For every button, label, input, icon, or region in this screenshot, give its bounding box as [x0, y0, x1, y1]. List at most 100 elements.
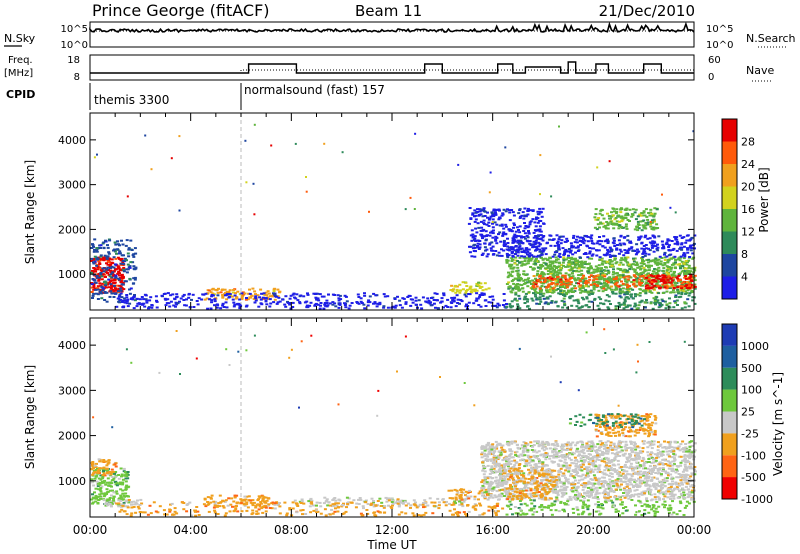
data-cell	[101, 477, 105, 480]
data-cell	[473, 235, 477, 238]
data-cell	[431, 512, 435, 515]
data-cell	[620, 257, 624, 260]
data-cell	[684, 275, 688, 278]
data-cell	[608, 263, 612, 266]
data-cell	[108, 483, 112, 486]
data-cell	[310, 501, 313, 504]
data-cell	[115, 482, 119, 485]
data-cell	[612, 239, 616, 242]
data-cell	[688, 284, 692, 287]
data-cell	[238, 298, 242, 301]
data-cell	[631, 447, 634, 450]
data-cell	[643, 236, 647, 239]
data-cell	[210, 295, 214, 298]
data-cell	[119, 499, 123, 502]
data-cell	[211, 292, 215, 295]
data-cell	[542, 273, 546, 276]
velocity-scatter-cells	[90, 318, 697, 517]
data-cell	[534, 218, 538, 221]
data-cell	[637, 304, 641, 307]
data-cell	[687, 294, 691, 297]
data-cell	[131, 261, 135, 264]
data-cell	[616, 284, 620, 287]
data-cell	[618, 440, 622, 443]
data-cell	[104, 460, 108, 463]
data-cell	[555, 266, 559, 269]
data-cell	[672, 287, 676, 290]
data-cell	[556, 279, 560, 282]
data-cell	[649, 208, 653, 211]
data-cell	[534, 249, 537, 252]
data-cell	[501, 213, 505, 216]
data-cell	[560, 299, 564, 302]
data-cell	[690, 289, 694, 292]
y-tick-label: 1000	[58, 268, 86, 281]
data-cell	[243, 504, 247, 507]
data-cell	[367, 299, 371, 302]
data-cell	[630, 281, 634, 284]
data-cell	[224, 301, 228, 304]
data-cell	[114, 476, 117, 479]
data-cell	[126, 471, 130, 473]
data-cell	[574, 251, 577, 254]
data-cell	[165, 513, 169, 516]
data-cell	[668, 461, 672, 464]
data-cell	[102, 481, 106, 484]
data-cell	[508, 263, 512, 266]
data-cell	[670, 274, 674, 277]
data-cell	[637, 477, 641, 480]
data-cell	[459, 299, 463, 301]
data-cell	[306, 306, 310, 309]
data-cell	[408, 295, 412, 297]
data-cell	[623, 293, 627, 296]
freq-label-1: Freq.	[8, 55, 33, 66]
data-cell	[97, 276, 101, 279]
data-cell	[601, 274, 605, 277]
data-cell	[315, 501, 319, 504]
data-cell	[629, 240, 632, 243]
data-cell	[597, 264, 601, 267]
data-cell	[612, 271, 615, 274]
data-cell	[601, 458, 605, 461]
data-cell	[483, 242, 487, 245]
data-cell	[645, 273, 649, 276]
data-cell	[118, 293, 122, 296]
noise-panel-frame	[89, 21, 695, 48]
data-cell	[380, 501, 384, 504]
data-cell	[91, 270, 95, 273]
data-cell	[587, 466, 591, 469]
data-cell	[158, 505, 162, 508]
data-cell	[102, 459, 106, 461]
data-cell	[541, 207, 545, 210]
data-cell	[633, 268, 637, 271]
data-cell	[523, 255, 527, 258]
data-cell	[685, 273, 689, 276]
data-cell	[623, 445, 627, 448]
data-cell	[663, 253, 666, 256]
data-cell	[531, 218, 535, 221]
data-cell	[686, 261, 689, 264]
data-cell	[672, 256, 676, 259]
data-cell	[640, 242, 644, 245]
data-cell	[622, 254, 626, 257]
data-cell	[579, 278, 583, 281]
data-cell	[515, 450, 519, 453]
data-cell	[599, 286, 603, 289]
data-cell	[587, 257, 591, 260]
data-cell	[95, 258, 99, 261]
data-cell	[227, 290, 231, 293]
data-cell	[645, 281, 649, 284]
data-cell	[541, 265, 545, 267]
data-cell	[475, 289, 479, 292]
data-cell	[398, 299, 402, 302]
data-cell	[611, 214, 615, 217]
data-cell	[315, 504, 318, 507]
data-cell	[551, 276, 555, 279]
data-cell	[318, 293, 322, 296]
data-cell	[553, 286, 557, 289]
data-cell	[450, 284, 454, 287]
data-cell	[535, 285, 539, 288]
data-cell	[95, 247, 99, 249]
data-cell	[620, 280, 623, 283]
